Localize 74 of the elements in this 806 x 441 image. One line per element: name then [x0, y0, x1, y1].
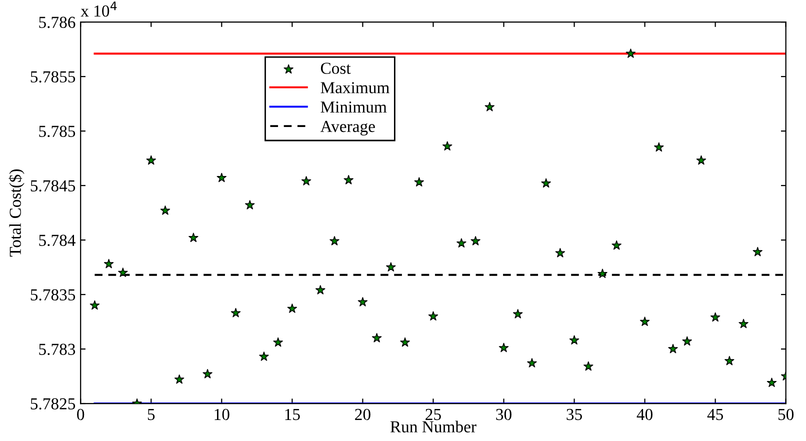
point [160, 206, 170, 215]
point [654, 142, 664, 152]
legend-label: Average [320, 120, 375, 136]
y-tick-label: 5.784 [39, 234, 76, 246]
point [498, 342, 509, 352]
y-tick-label: 5.7845 [30, 180, 76, 192]
y-tick-label: 5.7855 [30, 71, 76, 83]
point [358, 297, 368, 306]
point [598, 268, 608, 278]
point [513, 309, 523, 318]
point [724, 356, 734, 366]
point [400, 337, 410, 347]
x-tick-label: 35 [566, 408, 582, 420]
y-axis-title: Total Cost($) [8, 169, 24, 257]
point [541, 178, 551, 188]
point [301, 176, 312, 186]
point [456, 238, 466, 248]
point [386, 262, 396, 272]
point [428, 311, 438, 321]
point [146, 155, 156, 165]
point [259, 352, 269, 361]
x-tick-label: 45 [707, 408, 724, 420]
point [230, 308, 241, 318]
point [668, 344, 678, 354]
point [470, 236, 480, 246]
point [710, 312, 720, 322]
point [738, 318, 748, 328]
x-tick-label: 10 [214, 408, 230, 420]
point [344, 175, 354, 184]
point [202, 369, 212, 378]
point [584, 361, 594, 371]
x-tick-label: 5 [148, 409, 155, 420]
x-tick-label: 20 [355, 408, 370, 420]
legend-label: Maximum [320, 82, 390, 94]
x-tick-label: 25 [426, 408, 441, 420]
point [104, 258, 114, 268]
text: x 10$^{4}$ [80, 2, 117, 17]
x-tick-label: 40 [636, 408, 652, 420]
x-tick-label: 15 [285, 408, 300, 420]
y-tick-label: 5.783 [39, 344, 76, 356]
x-tick-label: 50 [778, 408, 794, 420]
x-tick-label: 0 [77, 408, 84, 420]
point [188, 232, 198, 242]
point [245, 200, 255, 210]
point [287, 304, 298, 313]
point [682, 336, 692, 346]
y-tick-label: 5.785 [39, 126, 76, 138]
point [273, 337, 283, 347]
legend-label: Cost [320, 62, 351, 74]
point [118, 268, 128, 277]
y-tick-label: 5.7835 [30, 289, 76, 301]
point [442, 141, 452, 150]
point [766, 378, 777, 387]
point [626, 48, 636, 58]
point [484, 102, 494, 112]
point [752, 246, 762, 256]
point [569, 335, 580, 344]
point [640, 316, 650, 326]
y-tick-label: 5.786 [39, 16, 76, 28]
point [696, 155, 706, 165]
point [316, 285, 326, 294]
point [216, 172, 226, 182]
point [555, 248, 566, 258]
y-tick-label: 5.7825 [30, 398, 76, 410]
point [90, 300, 100, 310]
point [612, 240, 622, 250]
point [372, 333, 382, 342]
point [174, 374, 184, 384]
x-axis-title: Run Number [390, 420, 476, 432]
x-tick-label: 30 [496, 408, 512, 420]
point [330, 236, 340, 246]
legend-label: Minimum [320, 101, 387, 113]
point [527, 358, 537, 368]
point [414, 177, 424, 186]
